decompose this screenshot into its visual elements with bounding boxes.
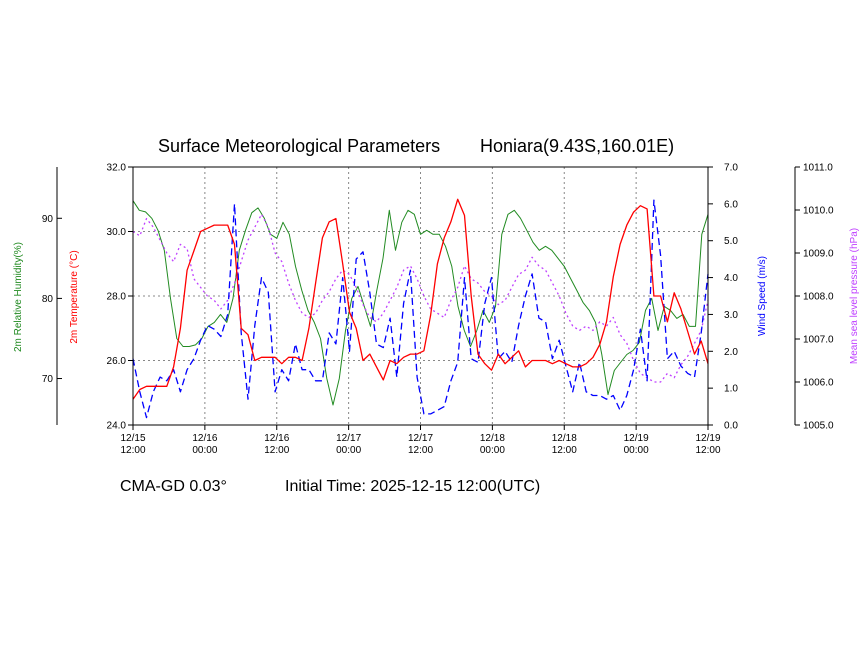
- x-tick-label: 12:00: [264, 445, 289, 456]
- axes: 12/1512:0012/1600:0012/1612:0012/1700:00…: [42, 163, 834, 457]
- pressure-tick-label: 1005.0: [803, 421, 834, 432]
- initial-time-label: Initial Time: 2025-12-15 12:00(UTC): [285, 478, 540, 495]
- humidity-axis-label: 2m Relative Humidity(%): [13, 242, 24, 352]
- chart-location: Honiara(9.43S,160.01E): [480, 136, 674, 156]
- grid-lines: [133, 167, 708, 425]
- x-tick-label: 12:00: [408, 445, 433, 456]
- temperature-series-line: [132, 198, 709, 400]
- temperature-tick-label: 24.0: [107, 421, 127, 432]
- x-tick-label: 00:00: [192, 445, 217, 456]
- x-tick-label: 00:00: [624, 445, 649, 456]
- x-tick-label: 12/18: [480, 433, 505, 444]
- humidity-tick-label: 80: [42, 294, 54, 305]
- x-tick-label: 12/19: [695, 433, 720, 444]
- pressure-tick-label: 1010.0: [803, 206, 834, 217]
- wind-tick-label: 5.0: [724, 236, 738, 247]
- temperature-axis-label: 2m Temperature (°C): [69, 250, 80, 343]
- temperature-tick-label: 26.0: [107, 356, 127, 367]
- wind-series-line: [132, 199, 709, 419]
- x-tick-label: 12:00: [120, 445, 145, 456]
- humidity-tick-label: 70: [42, 374, 54, 385]
- x-tick-label: 12/16: [264, 433, 289, 444]
- x-tick-label: 12:00: [695, 445, 720, 456]
- wind-tick-label: 1.0: [724, 384, 738, 395]
- humidity-series-line: [132, 200, 709, 406]
- wind-tick-label: 0.0: [724, 421, 738, 432]
- pressure-tick-label: 1011.0: [803, 163, 833, 174]
- chart-title: Surface Meteorological Parameters: [158, 136, 440, 156]
- wind-tick-label: 4.0: [724, 273, 738, 284]
- x-tick-label: 12/19: [624, 433, 649, 444]
- x-tick-label: 12/17: [408, 433, 433, 444]
- pressure-axis-label: Mean sea level pressure (hPa): [849, 228, 860, 364]
- temperature-tick-label: 30.0: [107, 227, 127, 238]
- x-tick-label: 12:00: [552, 445, 577, 456]
- x-tick-label: 12/18: [552, 433, 577, 444]
- humidity-tick-label: 90: [42, 214, 54, 225]
- wind-tick-label: 2.0: [724, 347, 738, 358]
- pressure-tick-label: 1006.0: [803, 378, 834, 389]
- wind-axis-label: Wind Speed (m/s): [757, 256, 768, 336]
- pressure-tick-label: 1009.0: [803, 249, 834, 260]
- temperature-tick-label: 32.0: [107, 163, 127, 174]
- wind-tick-label: 3.0: [724, 310, 738, 321]
- model-label: CMA-GD 0.03°: [120, 478, 227, 495]
- x-tick-label: 12/17: [336, 433, 361, 444]
- x-tick-label: 00:00: [480, 445, 505, 456]
- x-tick-label: 00:00: [336, 445, 361, 456]
- x-tick-label: 12/16: [192, 433, 217, 444]
- wind-tick-label: 7.0: [724, 163, 738, 174]
- pressure-tick-label: 1007.0: [803, 335, 834, 346]
- series-lines: [132, 198, 709, 419]
- temperature-tick-label: 28.0: [107, 292, 127, 303]
- pressure-tick-label: 1008.0: [803, 292, 834, 303]
- x-tick-label: 12/15: [120, 433, 145, 444]
- wind-tick-label: 6.0: [724, 199, 738, 210]
